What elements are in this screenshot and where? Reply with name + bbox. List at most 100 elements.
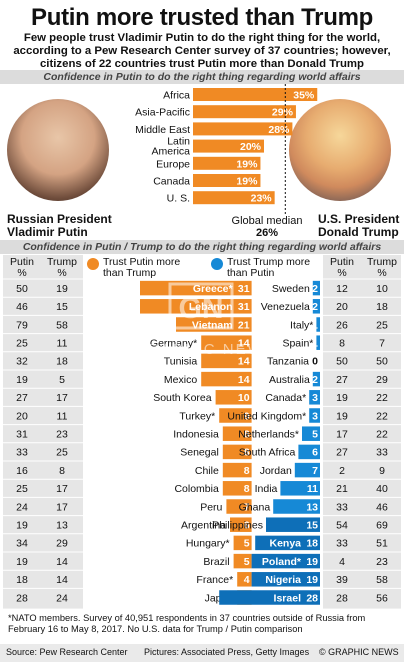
- trump-gap-bar: [312, 299, 320, 314]
- putin-country-label: Brazil: [203, 556, 229, 568]
- putin-pct: 25: [16, 483, 28, 495]
- trump-gap-bar: [309, 408, 320, 423]
- trump-caption-line1: U.S. President: [318, 212, 400, 226]
- source-credit: Source: Pew Research Center: [6, 647, 128, 657]
- right-table-bg: [323, 255, 401, 609]
- putin-country-label: Colombia: [174, 483, 219, 495]
- putin-country-label: Chile: [195, 465, 219, 477]
- trump-pct: 29: [376, 374, 388, 386]
- trump-gap-value: 18: [306, 538, 318, 550]
- putin-gap-value: 8: [244, 447, 250, 459]
- legend-trump-label: Trust Trump more: [227, 256, 310, 268]
- trump-country-label: Israel: [274, 592, 302, 604]
- trump-gap-value: 13: [306, 501, 318, 513]
- putin-photo: [7, 99, 109, 201]
- putin-country-label: Vietnam: [192, 319, 233, 331]
- trump-pct: 23: [376, 556, 388, 568]
- trump-pct: 46: [376, 501, 388, 513]
- trump-pct: 51: [376, 538, 388, 550]
- region-value-label: 20%: [240, 141, 262, 153]
- trump-gap-bar: [316, 317, 320, 332]
- region-value-label: 23%: [251, 193, 273, 205]
- putin-pct: 79: [16, 319, 28, 331]
- putin-gap-value: 4: [244, 574, 250, 586]
- trump-country-label: Ghana: [239, 501, 271, 513]
- region-label: Africa: [163, 90, 190, 102]
- trump-pct: 40: [376, 483, 388, 495]
- trump-gap-bar: [298, 444, 320, 460]
- global-median-label: Global median: [231, 215, 303, 227]
- putin-pct: 26: [336, 319, 348, 331]
- putin-gap-value: 10: [238, 392, 250, 404]
- trump-country-label: Philippines: [212, 520, 263, 532]
- region-bar: [193, 156, 261, 170]
- region-bar: [193, 191, 275, 205]
- legend-putin-label: Trust Putin more: [103, 256, 180, 268]
- section1-heading: Confidence in Putin to do the right thin…: [0, 70, 404, 84]
- putin-country-label: Turkey*: [179, 410, 215, 422]
- trump-pct: 22: [376, 429, 388, 441]
- trump-pct: 15: [56, 301, 68, 313]
- region-bar: [193, 105, 296, 119]
- putin-country-label: Senegal: [180, 447, 219, 459]
- trump-pct: 29: [56, 538, 68, 550]
- putin-pct: 33: [336, 501, 348, 513]
- putin-country-label: Germany*: [150, 338, 197, 350]
- putin-gap-bar: [201, 353, 252, 369]
- region-value-label: 28%: [268, 124, 290, 136]
- trump-pct: 11: [57, 338, 68, 350]
- putin-pct: 24: [16, 501, 28, 513]
- trump-pct: 18: [56, 356, 68, 368]
- putin-country-label: France*: [196, 574, 233, 586]
- global-median-value: 26%: [255, 227, 279, 239]
- trump-gap-bar: [312, 371, 320, 387]
- putin-pct: 50: [336, 356, 348, 368]
- footer: Source: Pew Research Center Pictures: As…: [0, 644, 404, 662]
- putin-gap-value: 9: [244, 410, 250, 422]
- putin-pct: 34: [16, 538, 28, 550]
- putin-pct: 8: [339, 338, 345, 350]
- trump-pct: 13: [56, 520, 68, 532]
- trump-gap-bar: [273, 499, 320, 514]
- trump-gap-bar: [280, 481, 320, 496]
- pictures-credit: Pictures: Associated Press, Getty Images: [144, 647, 310, 657]
- region-label: Asia-Pacific: [135, 107, 190, 119]
- trump-country-label: Nigeria: [265, 574, 301, 586]
- putin-pct: 4: [339, 556, 345, 568]
- putin-caption: Russian President Vladimir Putin: [7, 213, 112, 239]
- putin-pct: 19: [336, 392, 348, 404]
- trump-gap-value: 11: [307, 483, 318, 495]
- footnote: *NATO members. Survey of 40,951 responde…: [8, 613, 366, 634]
- putin-gap-value: 6: [244, 520, 250, 532]
- comparison-table-chart: Putin%Trump%Putin%Trump%Trust Putin more…: [3, 255, 401, 609]
- trump-pct: 33: [376, 447, 388, 459]
- putin-gap-value: 14: [238, 338, 250, 350]
- putin-gap-bar: [237, 572, 252, 587]
- putin-pct: 28: [336, 592, 348, 604]
- trump-caption: U.S. President Donald Trump: [318, 213, 399, 239]
- putin-gap-value: 14: [238, 374, 250, 386]
- trump-gap-bar: [266, 517, 320, 532]
- trump-gap-value: 15: [306, 520, 318, 532]
- putin-country-label: Lebanon: [189, 301, 233, 313]
- putin-pct: 46: [16, 301, 28, 313]
- trump-pct: 10: [376, 283, 388, 295]
- putin-gap-bar: [215, 390, 252, 405]
- region-label: U. S.: [167, 193, 190, 205]
- putin-pct: 2: [339, 465, 345, 477]
- left-table-bg: [3, 255, 83, 609]
- trump-caption-line2: Donald Trump: [318, 225, 399, 239]
- page-title: Putin more trusted than Trump: [31, 4, 373, 31]
- putin-gap-bar: [222, 481, 252, 496]
- legend-trump-dot: [211, 258, 223, 270]
- trump-pct: 25: [56, 447, 68, 459]
- trump-pct: 19: [56, 283, 68, 295]
- putin-pct: 33: [16, 447, 28, 459]
- putin-pct: 50: [16, 283, 28, 295]
- putin-pct: 27: [336, 447, 348, 459]
- putin-gap-value: 8: [244, 465, 250, 477]
- trump-gap-bar: [251, 553, 320, 569]
- putin-gap-bar: [226, 499, 252, 514]
- trump-pct: 23: [56, 429, 68, 441]
- trump-gap-value: 2: [312, 283, 318, 295]
